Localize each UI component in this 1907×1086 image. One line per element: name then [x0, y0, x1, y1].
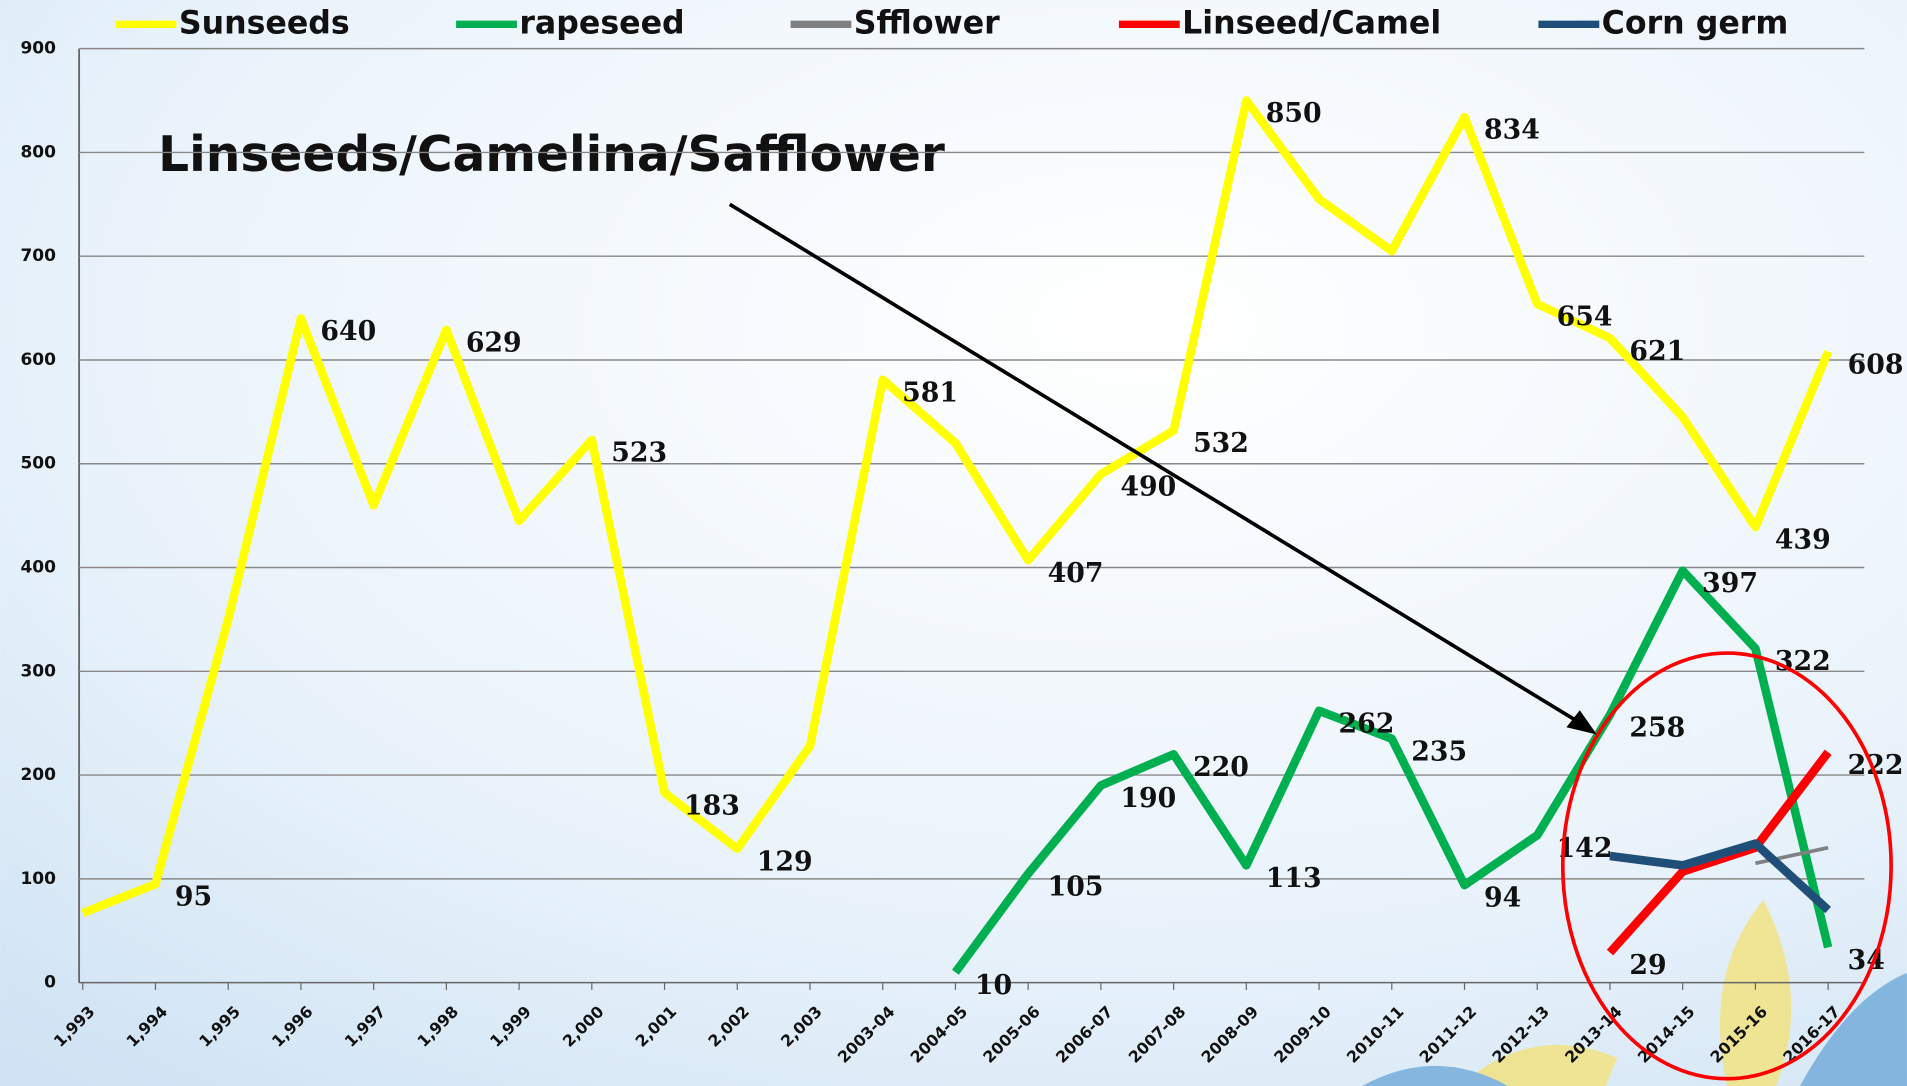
legend-label: Sfflower	[854, 5, 1000, 41]
legend-label: Sunseeds	[179, 5, 350, 41]
legend-label: Linseed/Camel	[1182, 5, 1441, 41]
data-label: 629	[466, 327, 522, 358]
y-tick-label: 0	[44, 973, 56, 993]
data-label: 10	[975, 970, 1012, 1001]
data-label: 490	[1120, 472, 1176, 503]
data-label: 581	[902, 377, 958, 408]
data-label: 850	[1266, 98, 1322, 129]
data-label: 397	[1702, 568, 1758, 599]
y-tick-label: 600	[20, 350, 56, 370]
data-label: 322	[1775, 646, 1831, 677]
data-label: 654	[1557, 302, 1613, 333]
data-label: 142	[1557, 833, 1613, 864]
y-tick-label: 100	[20, 869, 56, 889]
y-tick-label: 300	[20, 661, 56, 681]
series-line	[952, 566, 1833, 975]
series-line	[1606, 749, 1832, 956]
data-label: 834	[1484, 115, 1540, 146]
series-line	[1609, 839, 1832, 914]
series-line	[1755, 845, 1829, 866]
data-label: 621	[1629, 336, 1685, 367]
y-tick-label: 500	[20, 454, 56, 474]
data-label: 29	[1629, 950, 1666, 981]
decoration	[1362, 899, 1907, 1086]
arrow-head	[1566, 710, 1597, 735]
data-label: 262	[1339, 708, 1395, 739]
y-tick-label: 400	[20, 558, 56, 578]
data-label: 129	[757, 846, 813, 877]
data-label: 94	[1484, 883, 1521, 914]
data-label: 532	[1193, 428, 1249, 459]
data-label: 183	[684, 790, 740, 821]
legend-label: rapeseed	[519, 5, 684, 41]
highlight-ellipse	[1560, 651, 1893, 1081]
data-label: 407	[1048, 558, 1104, 589]
data-label: 439	[1775, 525, 1831, 556]
series-line	[81, 96, 1833, 918]
data-label: 190	[1120, 783, 1176, 814]
data-label: 523	[611, 437, 667, 468]
data-label: 95	[175, 882, 212, 913]
y-tick-label: 900	[20, 39, 56, 59]
data-label: 235	[1411, 736, 1467, 767]
data-label: 258	[1629, 712, 1685, 743]
y-tick-label: 200	[20, 765, 56, 785]
annotation: Linseeds/Camelina/Safflower	[158, 127, 945, 183]
arrow	[728, 202, 1589, 729]
legend-label: Corn germ	[1602, 5, 1789, 41]
y-tick-label: 700	[20, 246, 56, 266]
data-label: 113	[1266, 863, 1322, 894]
y-tick-label: 800	[20, 142, 56, 162]
data-label: 608	[1848, 349, 1904, 380]
data-label: 640	[320, 316, 376, 347]
data-label: 105	[1048, 871, 1104, 902]
data-label: 220	[1193, 752, 1249, 783]
